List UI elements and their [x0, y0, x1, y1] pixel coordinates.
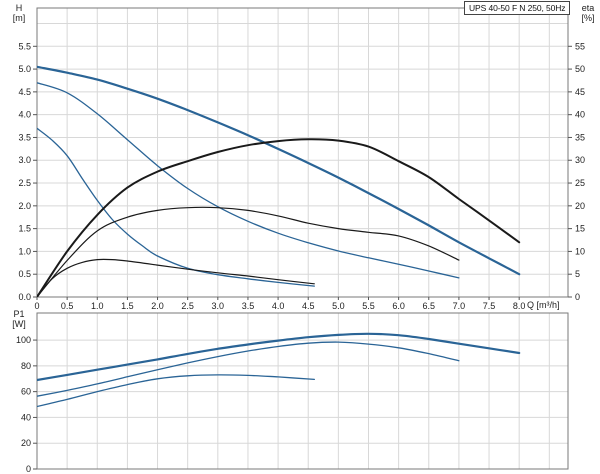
curve-head-speed-3: [37, 65, 521, 276]
y-tick-label-left: 4.0: [18, 110, 31, 120]
x-tick-label: 0: [34, 301, 39, 311]
chart-title-box: UPS 40-50 F N 250, 50Hz: [464, 1, 571, 15]
power-axis-unit-label: P1 [W]: [5, 309, 33, 329]
left-axis-unit-label: H [m]: [5, 3, 33, 23]
y-tick-label-left: 40: [21, 412, 31, 422]
power-chart: 0 20 40 60 80 100: [16, 312, 569, 474]
right-axis-unit-label: eta [%]: [574, 3, 600, 23]
y-tick-label-right: 55: [575, 41, 585, 51]
y-tick-label-left: 5.5: [18, 41, 31, 51]
y-tick-label-right: 0: [575, 292, 580, 302]
curve-group: [37, 65, 521, 297]
y-tick-label-right: 25: [575, 178, 585, 188]
x-tick-label: 4.5: [302, 301, 315, 311]
curve-p1-speed-2: [37, 341, 460, 397]
curve-eta-speed-2: [37, 206, 460, 297]
curve-p1-speed-1: [37, 374, 315, 408]
curve-p1-speed-3: [37, 332, 521, 382]
y-tick-label-left: 0: [26, 464, 31, 474]
x-tick-label: 4.0: [272, 301, 285, 311]
y-tick-label-left: 20: [21, 438, 31, 448]
x-axis-unit-label: Q [m³/h]: [527, 300, 560, 310]
x-tick-label: 1.5: [121, 301, 134, 311]
y-tick-label-right: 45: [575, 87, 585, 97]
y-tick-label-right: 30: [575, 155, 585, 165]
plot-border: [36, 7, 569, 298]
curve-head-speed-2: [37, 82, 460, 279]
y-tick-label-right: 40: [575, 110, 585, 120]
x-tick-label: 5.0: [332, 301, 345, 311]
y-tick-label-left: 60: [21, 387, 31, 397]
y-tick-label-left: 80: [21, 361, 31, 371]
x-tick-label: 7.0: [453, 301, 466, 311]
curve-group: [37, 332, 521, 408]
y-tick-label-right: 5: [575, 269, 580, 279]
x-tick-label: 3.0: [212, 301, 225, 311]
y-tick-label-right: 10: [575, 246, 585, 256]
left-axis-unit: [m]: [12, 13, 26, 23]
y-tick-label-left: 4.5: [18, 87, 31, 97]
right-axis-unit: [%]: [581, 13, 595, 23]
x-tick-label: 2.5: [181, 301, 194, 311]
x-tick-label: 7.5: [483, 301, 496, 311]
y-tick-label-left: 1.0: [18, 246, 31, 256]
y-tick-label-left: 0.0: [18, 292, 31, 302]
x-tick-label: 6.5: [423, 301, 436, 311]
power-axis-unit: [W]: [12, 319, 26, 329]
y-tick-label-left: 2.5: [18, 178, 31, 188]
x-tick-label: 6.0: [392, 301, 405, 311]
y-tick-label-left: 0.5: [18, 269, 31, 279]
y-tick-label-left: 3.0: [18, 155, 31, 165]
plot-border: [36, 312, 569, 470]
curve-head-speed-1: [37, 127, 315, 287]
x-tick-label: 2.0: [151, 301, 164, 311]
y-tick-label-left: 100: [16, 335, 31, 345]
x-tick-label: 3.5: [242, 301, 255, 311]
y-tick-label-right: 20: [575, 201, 585, 211]
y-tick-label-left: 2.0: [18, 201, 31, 211]
x-tick-label: 0.5: [61, 301, 74, 311]
power-axis-symbol: P1: [13, 309, 25, 319]
y-tick-label-left: 5.0: [18, 64, 31, 74]
right-axis-symbol: eta: [581, 3, 595, 13]
y-tick-label-left: 1.5: [18, 224, 31, 234]
x-tick-label: 8.0: [513, 301, 526, 311]
curve-eta-speed-1: [37, 258, 315, 297]
left-axis-symbol: H: [15, 3, 23, 13]
y-tick-label-right: 35: [575, 132, 585, 142]
x-tick-label: 5.5: [362, 301, 375, 311]
curve-eta-speed-3: [37, 138, 521, 297]
y-tick-label-left: 3.5: [18, 132, 31, 142]
head-efficiency-chart: 0 0.5 1.0 1.5 2.0 2.5 3.0 3.5 4.0 4.5 5.0 5.5 6.0 6.5…: [18, 7, 585, 311]
y-tick-label-right: 15: [575, 224, 585, 234]
x-tick-label: 1.0: [91, 301, 104, 311]
y-tick-label-right: 50: [575, 64, 585, 74]
